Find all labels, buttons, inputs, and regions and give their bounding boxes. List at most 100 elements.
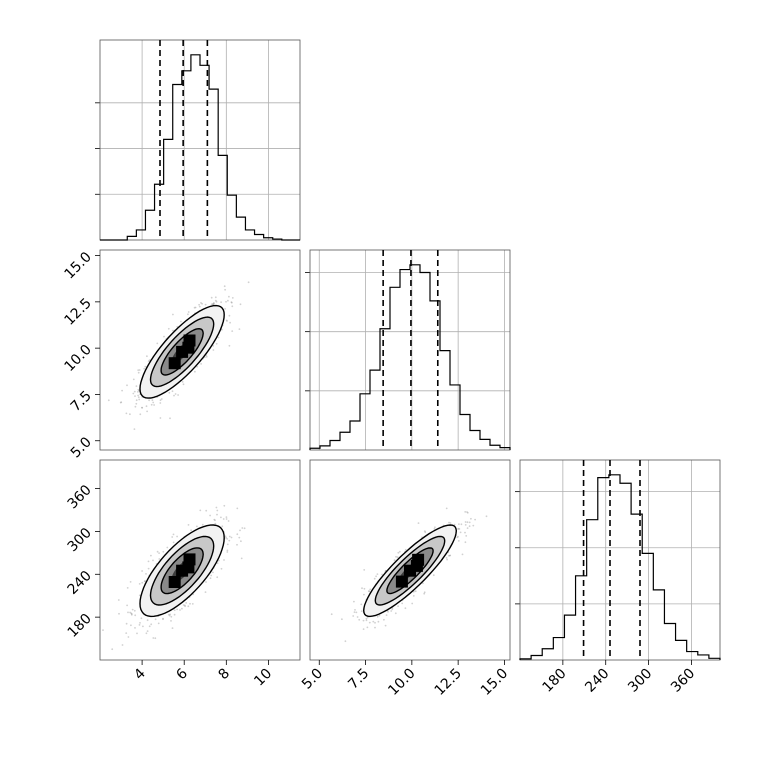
scatter-point (212, 345, 215, 347)
x-tick-label: 10 (251, 666, 275, 690)
scatter-point (145, 405, 148, 408)
scatter-point (132, 378, 135, 381)
scatter-point (229, 321, 232, 324)
scatter-point (137, 396, 140, 399)
scatter-point (180, 320, 182, 323)
scatter-point (177, 394, 180, 396)
scatter-point (201, 302, 204, 305)
scatter-point (194, 306, 197, 309)
scatter-point (153, 404, 156, 406)
scatter-point (193, 306, 196, 309)
scatter-point (135, 399, 138, 402)
density-contour (374, 535, 446, 606)
scatter-point (448, 521, 450, 524)
density-peak (182, 561, 195, 574)
scatter-point (146, 630, 149, 632)
scatter-point (142, 625, 144, 628)
scatter-point (238, 328, 241, 330)
scatter-point (212, 349, 215, 351)
pair-panel-p1-p2 (309, 459, 511, 661)
scatter-point (423, 591, 426, 594)
scatter-point (171, 536, 174, 538)
scatter-point (461, 553, 464, 556)
scatter-point (390, 610, 393, 612)
scatter-point (384, 624, 387, 627)
scatter-point (181, 607, 183, 610)
scatter-point (365, 619, 368, 622)
scatter-point (138, 594, 141, 597)
scatter-point (146, 619, 149, 622)
scatter-point (221, 328, 223, 331)
scatter-point (247, 281, 250, 284)
scatter-point (239, 303, 242, 306)
scatter-point (111, 648, 114, 651)
scatter-point (125, 622, 128, 625)
scatter-point (460, 523, 463, 526)
scatter-point (144, 365, 147, 368)
scatter-point (393, 559, 396, 562)
scatter-point (412, 595, 415, 597)
scatter-point (225, 536, 228, 539)
scatter-point (134, 614, 137, 617)
x-tick-label: 15.0 (478, 666, 511, 699)
scatter-point (341, 618, 343, 621)
y-tick-label: 180 (65, 611, 95, 641)
scatter-point (212, 302, 215, 305)
scatter-point (176, 535, 179, 538)
scatter-point (159, 399, 162, 402)
scatter-point (141, 581, 144, 584)
scatter-point (205, 581, 207, 583)
scatter-point (472, 524, 475, 527)
density-contour (362, 524, 458, 618)
scatter-point (136, 391, 139, 393)
scatter-point (132, 392, 135, 395)
scatter-point (214, 519, 216, 522)
scatter-point (464, 524, 467, 526)
scatter-point (228, 344, 231, 347)
scatter-point (162, 618, 164, 621)
density-peak (410, 559, 423, 572)
scatter-point (196, 525, 198, 528)
scatter-point (107, 399, 110, 402)
scatter-point (137, 369, 140, 371)
scatter-point (150, 554, 152, 557)
scatter-point (137, 388, 140, 391)
scatter-point (376, 573, 379, 575)
pair-panel-p0-p2 (95, 459, 301, 661)
density-peak (168, 357, 181, 370)
scatter-point (204, 303, 207, 306)
scatter-point (224, 308, 227, 310)
scatter-point (176, 608, 179, 611)
scatter-point (458, 523, 460, 525)
scatter-point (362, 628, 365, 630)
scatter-point (213, 302, 215, 305)
scatter-point (466, 511, 469, 514)
scatter-point (366, 616, 369, 619)
scatter-point (404, 548, 407, 551)
y-tick-label: 12.5 (61, 295, 94, 328)
scatter-point (387, 610, 389, 613)
scatter-point (383, 618, 385, 621)
panel-frame (519, 459, 721, 661)
scatter-point (216, 562, 219, 565)
scatter-point (226, 549, 229, 552)
scatter-point (230, 301, 233, 304)
scatter-point (363, 587, 366, 590)
scatter-point (374, 621, 376, 624)
scatter-point (182, 604, 185, 606)
scatter-point (139, 413, 142, 416)
scatter-point (131, 608, 134, 611)
scatter-point (162, 617, 164, 620)
scatter-point (152, 637, 155, 639)
scatter-point (209, 577, 212, 580)
scatter-point (129, 611, 132, 614)
x-tick-label: 180 (539, 666, 569, 696)
scatter-point (173, 613, 176, 616)
scatter-point (138, 398, 141, 401)
scatter-point (397, 605, 399, 608)
scatter-point (448, 554, 451, 557)
scatter-point (126, 384, 128, 387)
scatter-point (352, 615, 355, 617)
scatter-point (200, 363, 203, 365)
scatter-point (215, 506, 218, 509)
